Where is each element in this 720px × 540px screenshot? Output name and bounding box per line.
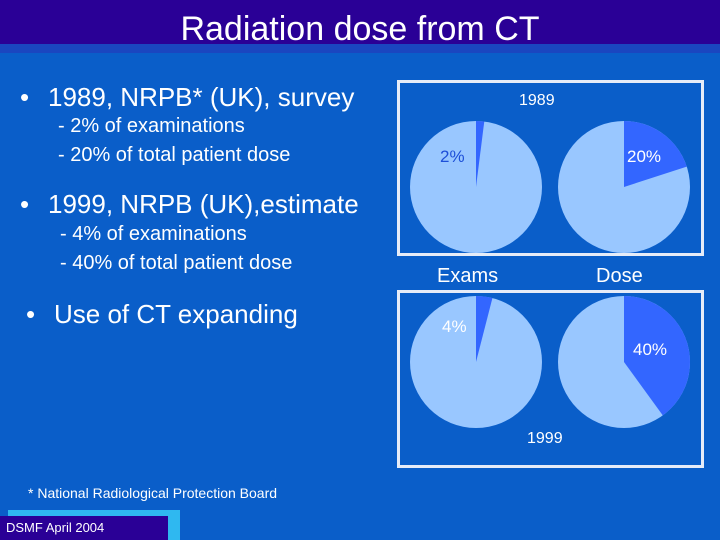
slide-title: Radiation dose from CT — [180, 10, 540, 48]
pie-1999-dose-slice — [624, 296, 690, 416]
chart-panel-1989 — [397, 80, 704, 256]
pie-label-1989-exams: 2% — [440, 147, 465, 166]
chart-panel-1999 — [397, 290, 704, 468]
bullet-expanding-text: Use of CT expanding — [54, 299, 298, 329]
footer-tab: DSMF April 2004 — [0, 510, 180, 540]
bullet-1989: • 1989, NRPB* (UK), survey — [20, 82, 354, 112]
footer-text: DSMF April 2004 — [0, 516, 168, 540]
column-label-dose: Dose — [596, 265, 643, 287]
sub-1989-dose: - 20% of total patient dose — [58, 144, 291, 166]
pie-label-1999-dose: 40% — [633, 340, 668, 359]
year-label-1999: 1999 — [527, 430, 563, 447]
pie-1989-exams-slice — [476, 121, 485, 187]
bullet-expanding: • Use of CT expanding — [26, 299, 298, 329]
year-label-1989: 1989 — [519, 92, 555, 109]
pie-label-1989-dose: 20% — [627, 147, 662, 166]
title-bar-shadow — [0, 44, 720, 53]
bullet-1999: • 1999, NRPB (UK),estimate — [20, 189, 359, 219]
column-label-exams: Exams — [437, 265, 499, 287]
sub-1989-exams: - 2% of examinations — [58, 115, 245, 137]
sub-1999-dose: - 40% of total patient dose — [60, 252, 293, 274]
title-bar — [0, 0, 720, 53]
sub-1999-exams: - 4% of examinations — [60, 223, 247, 245]
pie-label-1999-exams: 4% — [442, 317, 467, 336]
bullet-1989-text: 1989, NRPB* (UK), survey — [48, 82, 355, 112]
bullet-dot: • — [20, 189, 30, 219]
bullet-dot: • — [26, 299, 36, 329]
pie-1999-exams-slice — [476, 296, 493, 362]
bullet-1999-text: 1999, NRPB (UK),estimate — [48, 189, 359, 219]
pie-1989-dose-slice — [624, 121, 687, 187]
footnote: * National Radiological Protection Board — [28, 485, 278, 501]
bullet-dot: • — [20, 82, 30, 112]
